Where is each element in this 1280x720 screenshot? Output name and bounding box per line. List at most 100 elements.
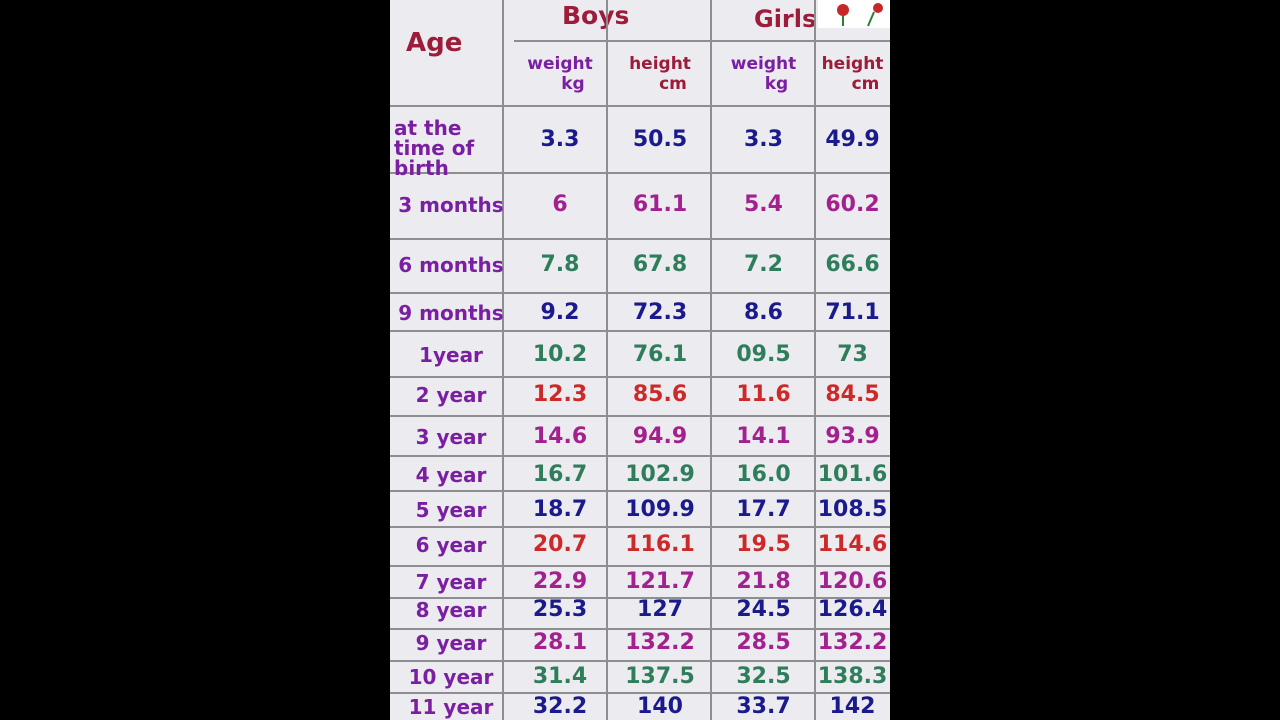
age-label: 9 year — [415, 631, 487, 655]
cell-value: 21.8 — [736, 569, 791, 594]
cell-value: 132.2 — [625, 630, 695, 655]
cell-value: 138.3 — [817, 664, 888, 689]
cell-value: 3.3 — [744, 127, 783, 152]
cell-value: 93.9 — [825, 424, 880, 449]
cell-value: 71.1 — [825, 300, 880, 325]
cell-value: 102.9 — [625, 462, 695, 487]
cell-value: 11.6 — [736, 382, 791, 407]
cell-value: 20.7 — [532, 532, 588, 557]
column-divider — [502, 0, 504, 720]
column-unit: cm — [851, 74, 880, 95]
cell-value: 22.9 — [532, 569, 588, 594]
cell-value: 32.5 — [736, 664, 791, 689]
cell-value: 32.2 — [532, 694, 588, 719]
age-label: 11 year — [408, 695, 494, 719]
cell-value: 120.6 — [817, 569, 888, 594]
cell-value: 137.5 — [625, 664, 695, 689]
column-label: weight — [527, 54, 593, 74]
row-divider — [390, 376, 890, 378]
header-divider — [710, 0, 712, 40]
cell-value: 101.6 — [817, 462, 888, 487]
age-label: 10 year — [408, 665, 494, 689]
age-label: 3 months — [398, 193, 504, 217]
rose-decoration — [818, 0, 890, 28]
cell-value: 25.3 — [532, 597, 588, 622]
cell-value: 19.5 — [736, 532, 791, 557]
cell-value: 6 — [552, 192, 568, 217]
girls-header: Girls — [754, 5, 817, 33]
age-header: Age — [406, 28, 463, 58]
cell-value: 50.5 — [632, 127, 688, 152]
row-divider — [390, 172, 890, 174]
cell-value: 140 — [637, 694, 683, 719]
row-divider — [390, 526, 890, 528]
column-header: height cm — [608, 54, 712, 95]
age-label: at the time of birth — [394, 116, 475, 180]
cell-value: 17.7 — [736, 497, 791, 522]
cell-value: 3.3 — [540, 127, 580, 152]
column-label: height — [821, 54, 884, 74]
row-divider — [390, 490, 890, 492]
age-label: 2 year — [415, 383, 487, 407]
column-unit: kg — [764, 74, 789, 95]
cell-value: 108.5 — [817, 497, 888, 522]
cell-value: 33.7 — [736, 694, 791, 719]
column-header: height cm — [815, 54, 890, 95]
cell-value: 14.1 — [736, 424, 791, 449]
age-label: 9 months — [398, 301, 504, 325]
age-label: 8 year — [415, 598, 487, 622]
cell-value: 49.9 — [825, 127, 880, 152]
cell-value: 84.5 — [825, 382, 880, 407]
row-divider — [390, 628, 890, 630]
age-label: 1year — [419, 343, 483, 367]
cell-value: 14.6 — [532, 424, 588, 449]
column-divider — [814, 0, 816, 720]
cell-value: 61.1 — [632, 192, 688, 217]
cell-value: 7.2 — [744, 252, 783, 277]
cell-value: 114.6 — [817, 532, 888, 557]
cell-value: 132.2 — [817, 630, 888, 655]
row-divider — [390, 105, 890, 107]
cell-value: 76.1 — [632, 342, 688, 367]
row-divider — [390, 238, 890, 240]
row-divider — [390, 455, 890, 457]
cell-value: 7.8 — [540, 252, 580, 277]
column-divider — [606, 0, 608, 720]
cell-value: 94.9 — [632, 424, 688, 449]
row-divider — [390, 415, 890, 417]
boys-header: Boys — [562, 1, 630, 30]
cell-value: 121.7 — [625, 569, 695, 594]
cell-value: 85.6 — [632, 382, 688, 407]
cell-value: 10.2 — [532, 342, 588, 367]
cell-value: 8.6 — [744, 300, 783, 325]
table-panel: Age Boys Girls weight kg height cm weight kg h… — [390, 0, 890, 720]
cell-value: 18.7 — [532, 497, 588, 522]
column-divider — [710, 0, 712, 720]
column-header: weight kg — [512, 54, 608, 95]
column-label: height — [629, 54, 691, 74]
age-label: 7 year — [415, 570, 487, 594]
age-label: 6 months — [398, 253, 504, 277]
cell-value: 126.4 — [817, 597, 888, 622]
header-divider — [514, 40, 890, 42]
cell-value: 9.2 — [540, 300, 580, 325]
cell-value: 31.4 — [532, 664, 588, 689]
age-label: 6 year — [415, 533, 487, 557]
column-header: weight kg — [712, 54, 815, 95]
column-unit: cm — [659, 74, 687, 95]
row-divider — [390, 292, 890, 294]
cell-value: 09.5 — [736, 342, 791, 367]
cell-value: 67.8 — [632, 252, 688, 277]
cell-value: 73 — [837, 342, 868, 367]
age-label: 4 year — [415, 463, 487, 487]
cell-value: 60.2 — [825, 192, 880, 217]
cell-value: 66.6 — [825, 252, 880, 277]
row-divider — [390, 565, 890, 567]
age-label: 3 year — [415, 425, 487, 449]
cell-value: 127 — [637, 597, 683, 622]
cell-value: 16.7 — [532, 462, 588, 487]
cell-value: 28.1 — [532, 630, 588, 655]
age-label: 5 year — [415, 498, 487, 522]
cell-value: 116.1 — [625, 532, 695, 557]
